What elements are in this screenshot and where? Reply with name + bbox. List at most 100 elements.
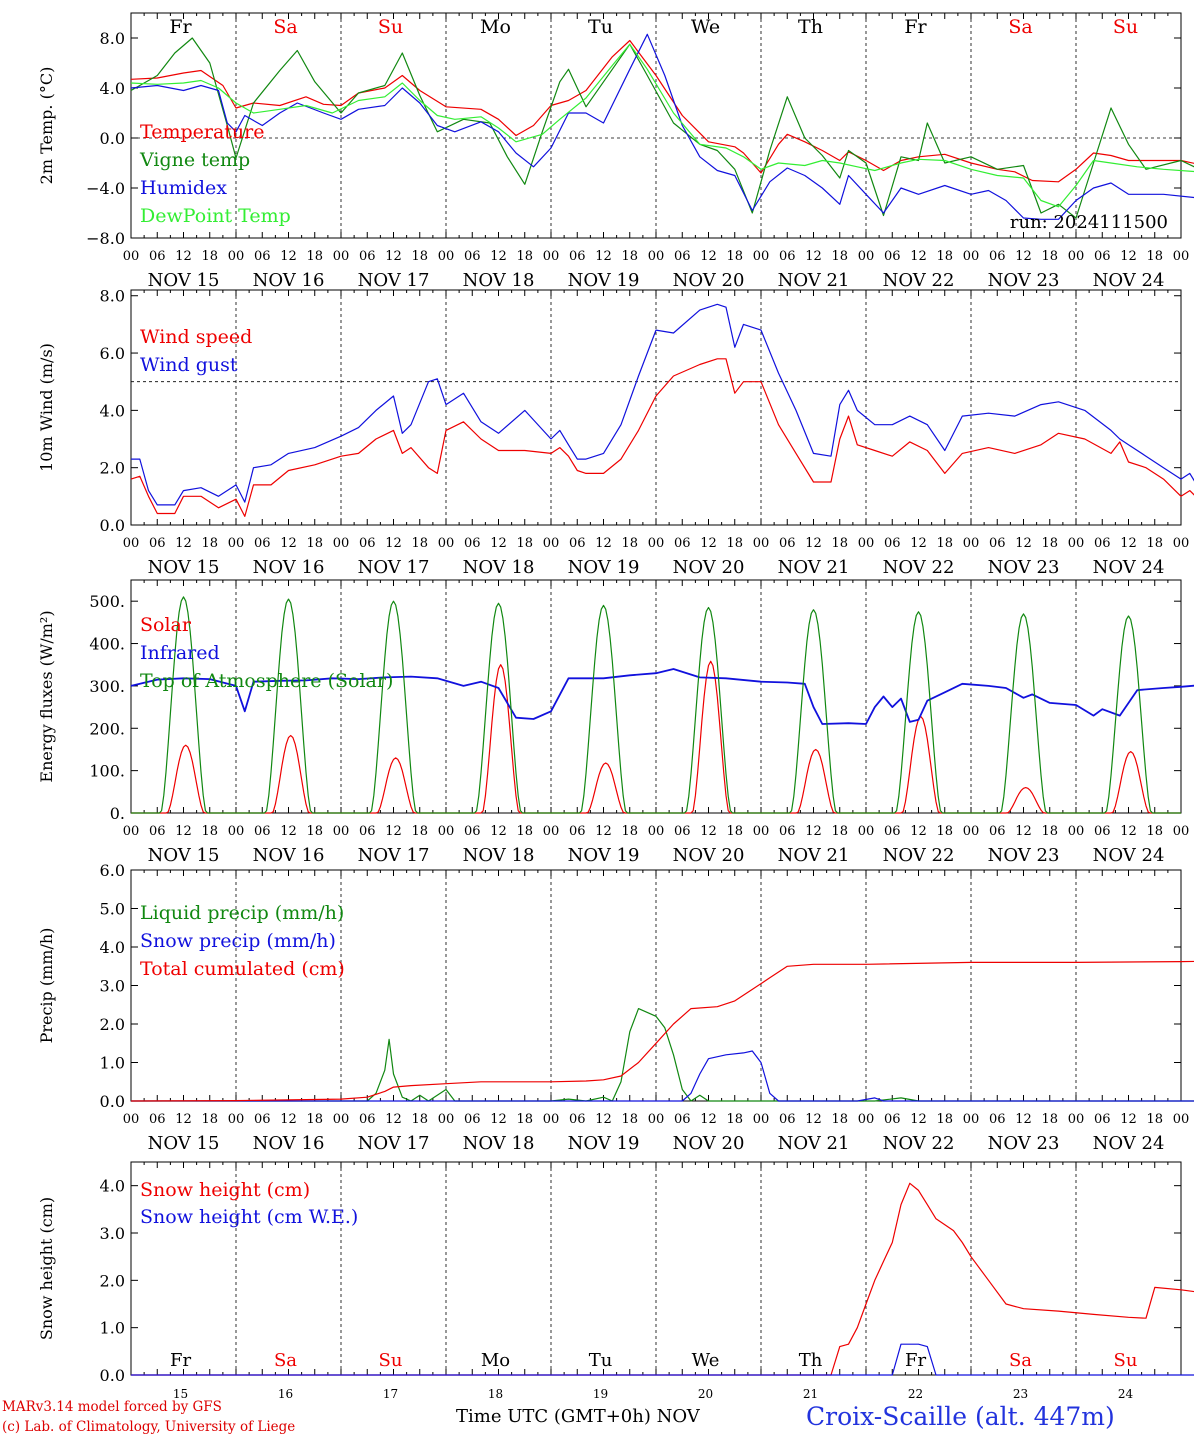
chart-panel-4: 6.0 5.0 4.0 3.0 2.0 1.0 0.0 Precip (mm/h) Liquid… (37, 861, 1194, 1154)
hour-label: 18 (936, 249, 953, 264)
date-label: NOV 23 (988, 270, 1060, 291)
hour-label: 18 (516, 536, 533, 551)
hour-label: 18 (1041, 536, 1058, 551)
hour-label: 12 (385, 536, 402, 551)
hour-label: 18 (936, 1112, 953, 1127)
y-tick-label: 400. (89, 635, 125, 654)
y-tick-label: 5.0 (100, 900, 125, 919)
date-label: NOV 18 (463, 557, 535, 578)
y-axis-title: 10m Wind (m/s) (37, 343, 56, 472)
day-number-label: 20 (698, 1387, 713, 1401)
hour-label: 12 (1120, 1112, 1137, 1127)
series-line (131, 1343, 1194, 1376)
hour-label: 06 (254, 1112, 271, 1127)
y-tick-label: 3.0 (100, 977, 125, 996)
legend-entry: Snow precip (mm/h) (140, 930, 336, 952)
hour-label: 06 (359, 1112, 376, 1127)
date-label: NOV 15 (148, 1133, 220, 1154)
day-number-label: 17 (383, 1387, 398, 1401)
hour-label: 06 (359, 824, 376, 839)
hour-label: 18 (936, 536, 953, 551)
hour-label: 18 (201, 536, 218, 551)
date-label: NOV 20 (673, 845, 745, 866)
hour-label: 00 (963, 1112, 980, 1127)
chart-panel-5: 4.0 3.0 2.0 1.0 0.0 Snow height (cm) Snow heig… (37, 1161, 1194, 1385)
weekday-label-bottom: We (692, 1350, 720, 1371)
hour-label: 12 (490, 1112, 507, 1127)
hour-label: 06 (884, 824, 901, 839)
hour-label: 06 (569, 536, 586, 551)
date-label: NOV 23 (988, 845, 1060, 866)
y-tick-label: 2.0 (100, 1015, 125, 1034)
hour-label: 18 (1146, 1112, 1163, 1127)
y-axis-title: Precip (mm/h) (37, 928, 56, 1044)
legend-entry: Temperature (140, 121, 264, 143)
legend-entry: Wind speed (140, 326, 252, 348)
date-label: NOV 18 (463, 845, 535, 866)
day-number-label: 24 (1118, 1387, 1134, 1401)
hour-label: 18 (621, 1112, 638, 1127)
hour-label: 06 (149, 536, 166, 551)
hour-label: 06 (254, 249, 271, 264)
hour-label: 00 (228, 249, 245, 264)
date-label: NOV 24 (1093, 270, 1165, 291)
y-tick-label: 6.0 (100, 861, 125, 880)
hour-label: 06 (464, 824, 481, 839)
hour-label: 06 (674, 536, 691, 551)
hour-label: 12 (175, 824, 192, 839)
legend-entry: Total cumulated (cm) (140, 958, 345, 980)
hour-label: 06 (569, 824, 586, 839)
weekday-label: Fr (169, 16, 192, 38)
date-label: NOV 20 (673, 270, 745, 291)
y-tick-label: 0.0 (100, 516, 125, 535)
hour-label: 12 (595, 824, 612, 839)
weekday-label-bottom: Sa (274, 1350, 297, 1371)
hour-label: 00 (963, 536, 980, 551)
hour-label: 00 (228, 536, 245, 551)
y-tick-label: 500. (89, 592, 125, 611)
hour-label: 06 (989, 536, 1006, 551)
hour-label: 12 (280, 824, 297, 839)
hour-label: 00 (123, 536, 140, 551)
hour-label: 06 (569, 249, 586, 264)
hour-label: 06 (464, 536, 481, 551)
hour-label: 12 (1120, 249, 1137, 264)
hour-label: 18 (621, 824, 638, 839)
hour-label: 18 (306, 824, 323, 839)
chart-panel-3: 500. 400. 300. 200. 100. 0. Energy fluxes (W/m… (37, 579, 1194, 866)
date-label: NOV 21 (778, 270, 850, 291)
weekday-label-bottom: Tu (589, 1350, 613, 1371)
legend-entry: Solar (140, 614, 192, 636)
hour-label: 12 (700, 536, 717, 551)
hour-label: 00 (333, 1112, 350, 1127)
hour-label: 00 (123, 249, 140, 264)
y-tick-label: 0. (110, 804, 125, 823)
hour-label: 00 (438, 536, 455, 551)
y-tick-label: 6.0 (100, 344, 125, 363)
hour-label: 12 (700, 249, 717, 264)
hour-label: 06 (149, 1112, 166, 1127)
hour-label: 18 (201, 824, 218, 839)
hour-label: 00 (1068, 1112, 1085, 1127)
hour-label: 12 (175, 1112, 192, 1127)
date-label: NOV 18 (463, 1133, 535, 1154)
hour-label: 06 (674, 249, 691, 264)
legend-entry: Wind gust (140, 354, 238, 376)
hour-label: 00 (648, 824, 665, 839)
hour-label: 18 (726, 249, 743, 264)
hour-label: 00 (1068, 249, 1085, 264)
hour-label: 00 (1173, 824, 1190, 839)
day-number-label: 15 (173, 1387, 188, 1401)
y-tick-label: 4.0 (100, 1177, 125, 1196)
date-label: NOV 20 (673, 1133, 745, 1154)
y-tick-label: 0.0 (100, 1366, 125, 1385)
hour-label: 06 (1094, 824, 1111, 839)
hour-label: 18 (516, 1112, 533, 1127)
y-axis-title: 2m Temp. (°C) (37, 67, 56, 185)
hour-label: 00 (333, 249, 350, 264)
legend-entry: Humidex (140, 177, 227, 199)
date-label: NOV 18 (463, 270, 535, 291)
hour-label: 00 (123, 824, 140, 839)
date-label: NOV 17 (358, 270, 430, 291)
series-line (130, 37, 1194, 219)
